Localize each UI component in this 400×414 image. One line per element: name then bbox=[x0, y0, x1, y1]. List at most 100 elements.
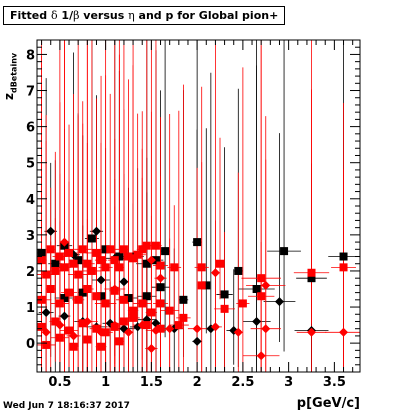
data-point-square bbox=[55, 333, 64, 342]
x-tick-label: 3.5 bbox=[323, 375, 346, 390]
data-point-diamond bbox=[124, 327, 134, 337]
data-point-square bbox=[74, 256, 83, 265]
data-point-square bbox=[220, 304, 229, 313]
x-tick-label: 1.5 bbox=[140, 375, 163, 390]
data-point-diamond bbox=[165, 324, 175, 334]
data-point-square bbox=[119, 245, 128, 254]
data-markers bbox=[37, 226, 349, 361]
y-tick-label: 4 bbox=[26, 193, 35, 208]
data-point-diamond bbox=[210, 322, 220, 332]
y-tick-label: 8 bbox=[26, 48, 35, 63]
data-point-square bbox=[83, 259, 92, 268]
data-point-diamond bbox=[137, 320, 147, 330]
data-point-square bbox=[87, 266, 96, 275]
data-point-diamond bbox=[41, 327, 51, 337]
data-point-square bbox=[51, 317, 60, 326]
data-point-square bbox=[119, 317, 128, 326]
data-point-square bbox=[307, 268, 316, 277]
data-point-square bbox=[65, 288, 74, 297]
data-point-square bbox=[60, 294, 69, 303]
data-point-square bbox=[60, 263, 69, 272]
data-point-square bbox=[142, 241, 151, 250]
data-point-square bbox=[147, 308, 156, 317]
data-point-square bbox=[83, 335, 92, 344]
data-point-square bbox=[138, 245, 147, 254]
data-point-diamond bbox=[156, 273, 166, 283]
data-point-square bbox=[220, 290, 229, 299]
data-point-diamond bbox=[41, 307, 51, 317]
data-point-diamond bbox=[339, 327, 349, 337]
data-point-square bbox=[92, 324, 101, 333]
data-point-square bbox=[46, 245, 55, 254]
data-point-square bbox=[156, 324, 165, 333]
data-point-square bbox=[216, 259, 225, 268]
data-point-diamond bbox=[307, 327, 317, 337]
data-point-square bbox=[156, 299, 165, 308]
data-point-square bbox=[92, 292, 101, 301]
data-point-square bbox=[124, 294, 133, 303]
data-point-square bbox=[174, 321, 183, 330]
data-point-square bbox=[138, 299, 147, 308]
data-point-diamond bbox=[233, 327, 243, 337]
data-point-diamond bbox=[55, 320, 65, 330]
x-tick-label: 0.5 bbox=[48, 375, 71, 390]
x-axis-label: p[GeV/c] bbox=[296, 396, 360, 411]
data-point-square bbox=[78, 288, 87, 297]
data-point-square bbox=[238, 299, 247, 308]
data-point-square bbox=[165, 306, 174, 315]
data-point-square bbox=[161, 247, 170, 256]
x-tick-label: 3 bbox=[284, 375, 293, 390]
data-point-square bbox=[97, 292, 106, 301]
data-point-diamond bbox=[69, 331, 79, 341]
data-point-square bbox=[101, 263, 110, 272]
data-point-square bbox=[156, 283, 165, 292]
data-point-square bbox=[97, 342, 106, 351]
x-tick-label: 2 bbox=[193, 375, 202, 390]
data-point-square bbox=[83, 285, 92, 293]
data-point-diamond bbox=[146, 255, 156, 265]
data-point-square bbox=[110, 256, 119, 265]
x-tick-label: 1 bbox=[101, 375, 110, 390]
y-tick-label: 7 bbox=[26, 85, 35, 100]
data-point-diamond bbox=[46, 226, 56, 236]
data-point-square bbox=[101, 245, 110, 254]
data-point-diamond bbox=[59, 237, 69, 247]
data-point-square bbox=[193, 238, 202, 247]
data-point-diamond bbox=[274, 297, 284, 307]
y-tick-label: 3 bbox=[26, 229, 35, 244]
data-point-diamond bbox=[110, 284, 120, 294]
data-point-square bbox=[280, 247, 289, 256]
data-point-square bbox=[65, 248, 74, 257]
data-point-diamond bbox=[96, 327, 106, 337]
y-tick-label: 6 bbox=[26, 121, 35, 136]
data-point-diamond bbox=[192, 324, 202, 334]
y-tick-label: 5 bbox=[26, 157, 35, 172]
data-point-square bbox=[124, 252, 133, 261]
axes: 0.5 1 1.5 2 2.5 3 3.5 0 1 2 3 4 5 6 7 8 bbox=[26, 40, 360, 390]
data-point-square bbox=[87, 234, 96, 243]
data-point-square bbox=[142, 321, 151, 330]
data-point-square bbox=[46, 285, 55, 293]
data-point-square bbox=[65, 326, 74, 335]
data-point-diamond bbox=[110, 320, 120, 330]
data-point-square bbox=[51, 266, 60, 275]
data-point-square bbox=[142, 292, 151, 301]
chart-title: Fitted δ 1/β versus η and p for Global p… bbox=[3, 6, 286, 25]
data-point-square bbox=[92, 248, 101, 257]
data-point-diamond bbox=[59, 311, 69, 321]
data-point-square bbox=[115, 252, 124, 261]
data-point-square bbox=[129, 313, 138, 322]
data-point-square bbox=[197, 263, 206, 272]
data-point-square bbox=[151, 241, 160, 250]
data-point-diamond bbox=[192, 336, 202, 346]
data-point-square bbox=[69, 342, 78, 351]
data-point-diamond bbox=[261, 280, 271, 290]
data-point-square bbox=[115, 263, 124, 272]
data-point-square bbox=[69, 259, 78, 268]
x-tick-label: 2.5 bbox=[231, 375, 254, 390]
data-point-square bbox=[170, 263, 179, 272]
data-point-square bbox=[55, 252, 64, 261]
data-point-square bbox=[119, 295, 128, 304]
data-point-square bbox=[78, 319, 87, 328]
y-tick-label: 2 bbox=[26, 265, 35, 280]
